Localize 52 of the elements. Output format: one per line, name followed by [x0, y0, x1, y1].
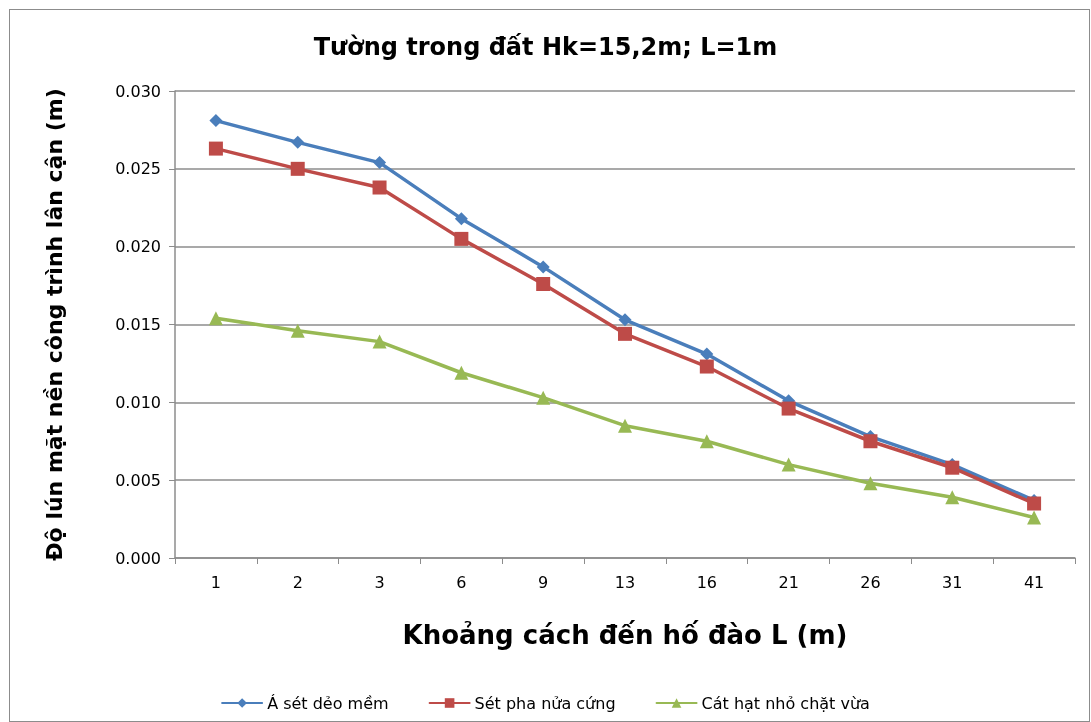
- x-tick-label: 16: [696, 572, 717, 592]
- x-tick-label: 9: [538, 572, 549, 592]
- point: [618, 418, 632, 433]
- y-tick-label: 0.005: [115, 470, 161, 490]
- chart-title: Tường trong đất Hk=15,2m; L=1m: [313, 33, 778, 61]
- point: [781, 401, 796, 416]
- x-axis-title: Khoảng cách đến hố đào L (m): [402, 620, 848, 650]
- point: [945, 490, 960, 505]
- point: [209, 114, 223, 128]
- x-tick-label: 6: [456, 572, 467, 592]
- x-tick-label: 2: [292, 572, 303, 592]
- point: [290, 161, 305, 176]
- y-axis-title: Độ lún mặt nền công trình lân cận (m): [41, 88, 67, 561]
- point: [863, 434, 878, 449]
- y-tick-label: 0.030: [115, 81, 161, 101]
- y-tick-label: 0.025: [115, 159, 161, 179]
- x-tick-label: 31: [942, 572, 963, 592]
- x-tick-label: 41: [1023, 572, 1045, 592]
- point: [618, 313, 632, 327]
- point: [863, 476, 878, 491]
- point: [291, 135, 305, 149]
- y-tick-label: 0.000: [115, 548, 161, 568]
- x-tick-label: 26: [860, 572, 881, 592]
- point: [372, 180, 387, 195]
- point: [373, 156, 387, 170]
- point: [372, 334, 387, 349]
- x-tick-label: 1: [210, 572, 221, 592]
- point: [618, 326, 632, 341]
- point: [208, 141, 223, 156]
- point: [454, 231, 469, 246]
- x-tick-label: 3: [374, 572, 385, 592]
- legend-label: Á sét dẻo mềm: [267, 693, 389, 713]
- point: [208, 311, 223, 326]
- point: [454, 212, 468, 226]
- point: [536, 260, 550, 274]
- y-tick-label: 0.020: [115, 237, 161, 257]
- point: [699, 359, 714, 374]
- point: [1027, 496, 1042, 511]
- point: [781, 457, 796, 472]
- y-tick-label: 0.015: [115, 315, 161, 334]
- point: [454, 365, 469, 380]
- point: [700, 347, 714, 361]
- y-tick-label: 0.010: [115, 392, 161, 412]
- legend-label: Cát hạt nhỏ chặt vừa: [701, 693, 870, 713]
- point: [699, 434, 714, 449]
- legend-label: Sét pha nửa cứng: [474, 693, 616, 713]
- point: [536, 277, 551, 292]
- x-tick-label: 21: [778, 572, 799, 592]
- point: [290, 323, 305, 338]
- x-tick-label: 13: [614, 572, 636, 592]
- point: [1027, 510, 1042, 525]
- point: [536, 390, 551, 405]
